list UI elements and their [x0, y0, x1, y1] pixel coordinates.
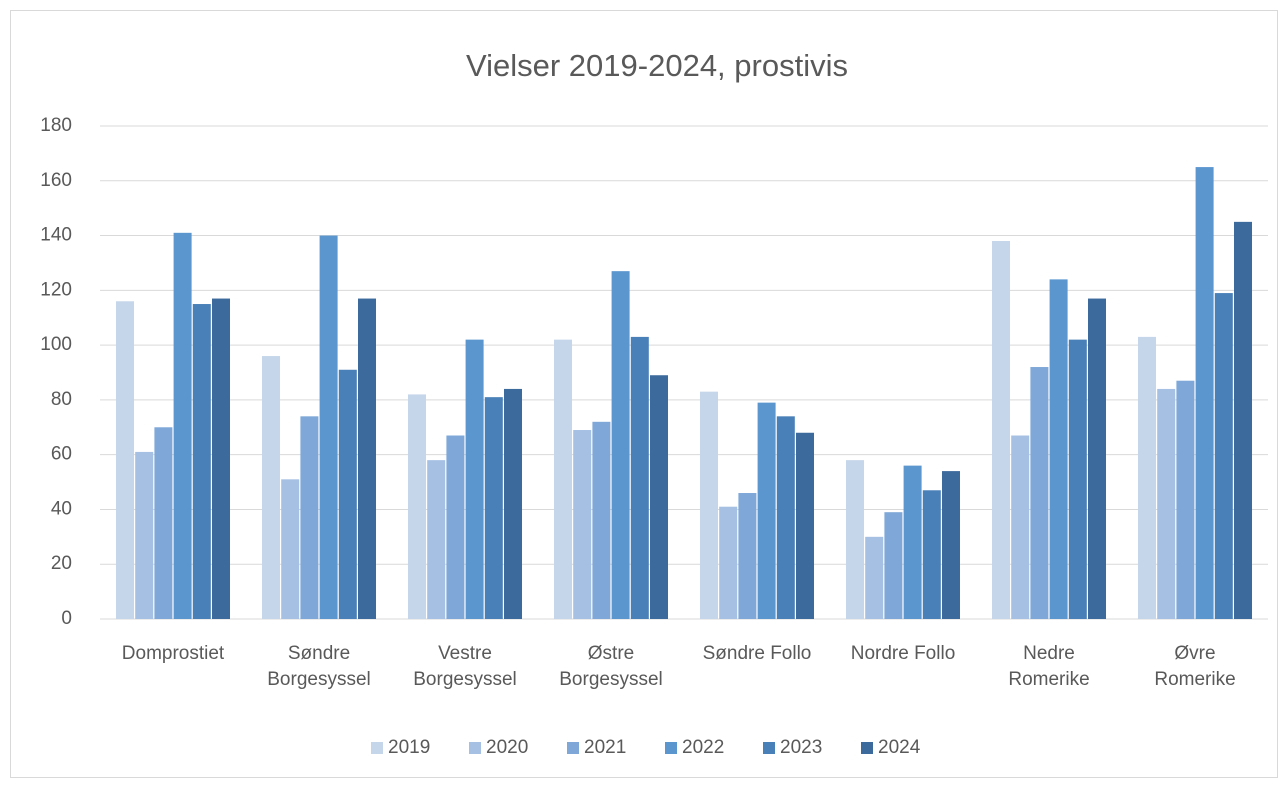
chart-title: Vielser 2019-2024, prostivis [466, 48, 848, 83]
bar [154, 427, 173, 619]
bar [1049, 279, 1068, 619]
bar [116, 301, 134, 619]
bar [319, 235, 338, 620]
bar [796, 432, 814, 619]
y-tick-label: 60 [51, 444, 72, 465]
bar [465, 339, 484, 619]
legend-swatch [861, 742, 873, 754]
legend-swatch [665, 742, 677, 754]
bar [700, 391, 718, 619]
bar [865, 536, 884, 619]
x-tick-label: Øvre Romerike [1154, 643, 1236, 690]
legend-swatch [763, 742, 775, 754]
y-tick-label: 40 [51, 498, 72, 519]
bar [135, 451, 154, 619]
bar [1088, 298, 1106, 619]
bar [903, 465, 922, 619]
bar [192, 304, 211, 619]
y-tick-label: 80 [51, 389, 72, 410]
bar [484, 397, 503, 619]
bar [1138, 336, 1156, 619]
bar [884, 512, 903, 619]
legend-label: 2021 [584, 737, 626, 758]
bar [922, 490, 941, 619]
bar [358, 298, 376, 619]
bar [1011, 435, 1030, 619]
bar [942, 471, 960, 619]
bar [446, 435, 465, 619]
bar [262, 356, 280, 619]
bar [757, 402, 776, 619]
legend-label: 2024 [878, 737, 921, 758]
bar [1157, 388, 1176, 619]
bar [173, 232, 192, 620]
x-tick-label: Vestre Borgesyssel [413, 643, 517, 690]
bar [719, 506, 738, 619]
bar [650, 375, 668, 619]
y-tick-label: 180 [40, 115, 72, 136]
bar [1195, 167, 1214, 620]
x-tick-label: Nordre Follo [850, 643, 956, 664]
legend-swatch [469, 742, 481, 754]
bar [1068, 339, 1087, 619]
legend-label: 2019 [388, 737, 430, 758]
bar [1176, 380, 1195, 619]
x-tick-label: Østre Borgesyssel [559, 643, 663, 690]
bar [338, 369, 357, 619]
bar [611, 271, 630, 619]
x-tick-label: Domprostiet [121, 643, 225, 664]
bar [630, 336, 649, 619]
bar [554, 339, 572, 619]
bar [592, 421, 611, 619]
bar [281, 479, 300, 619]
bar [212, 298, 230, 619]
bar [738, 493, 757, 619]
bar [1234, 221, 1252, 619]
x-tick-label: Søndre Follo [702, 643, 812, 664]
bar [300, 416, 319, 619]
legend-swatch [371, 742, 383, 754]
bar [846, 460, 864, 619]
y-tick-label: 0 [61, 608, 72, 629]
y-tick-label: 160 [40, 170, 72, 191]
bar [1214, 293, 1233, 619]
bar [992, 241, 1010, 620]
y-tick-label: 120 [40, 279, 72, 300]
bar [776, 416, 795, 619]
legend-swatch [567, 742, 579, 754]
bar [573, 430, 592, 619]
y-tick-label: 140 [40, 225, 72, 246]
bar [427, 460, 446, 619]
bar [504, 388, 522, 619]
bar [408, 394, 426, 619]
legend-label: 2020 [486, 737, 528, 758]
y-tick-label: 20 [51, 553, 72, 574]
legend-label: 2022 [682, 737, 724, 758]
legend-label: 2023 [780, 737, 822, 758]
bar [1030, 367, 1049, 619]
x-tick-label: Nedre Romerike [1008, 643, 1090, 690]
y-tick-label: 100 [40, 334, 72, 355]
x-tick-label: Søndre Borgesyssel [267, 643, 371, 690]
